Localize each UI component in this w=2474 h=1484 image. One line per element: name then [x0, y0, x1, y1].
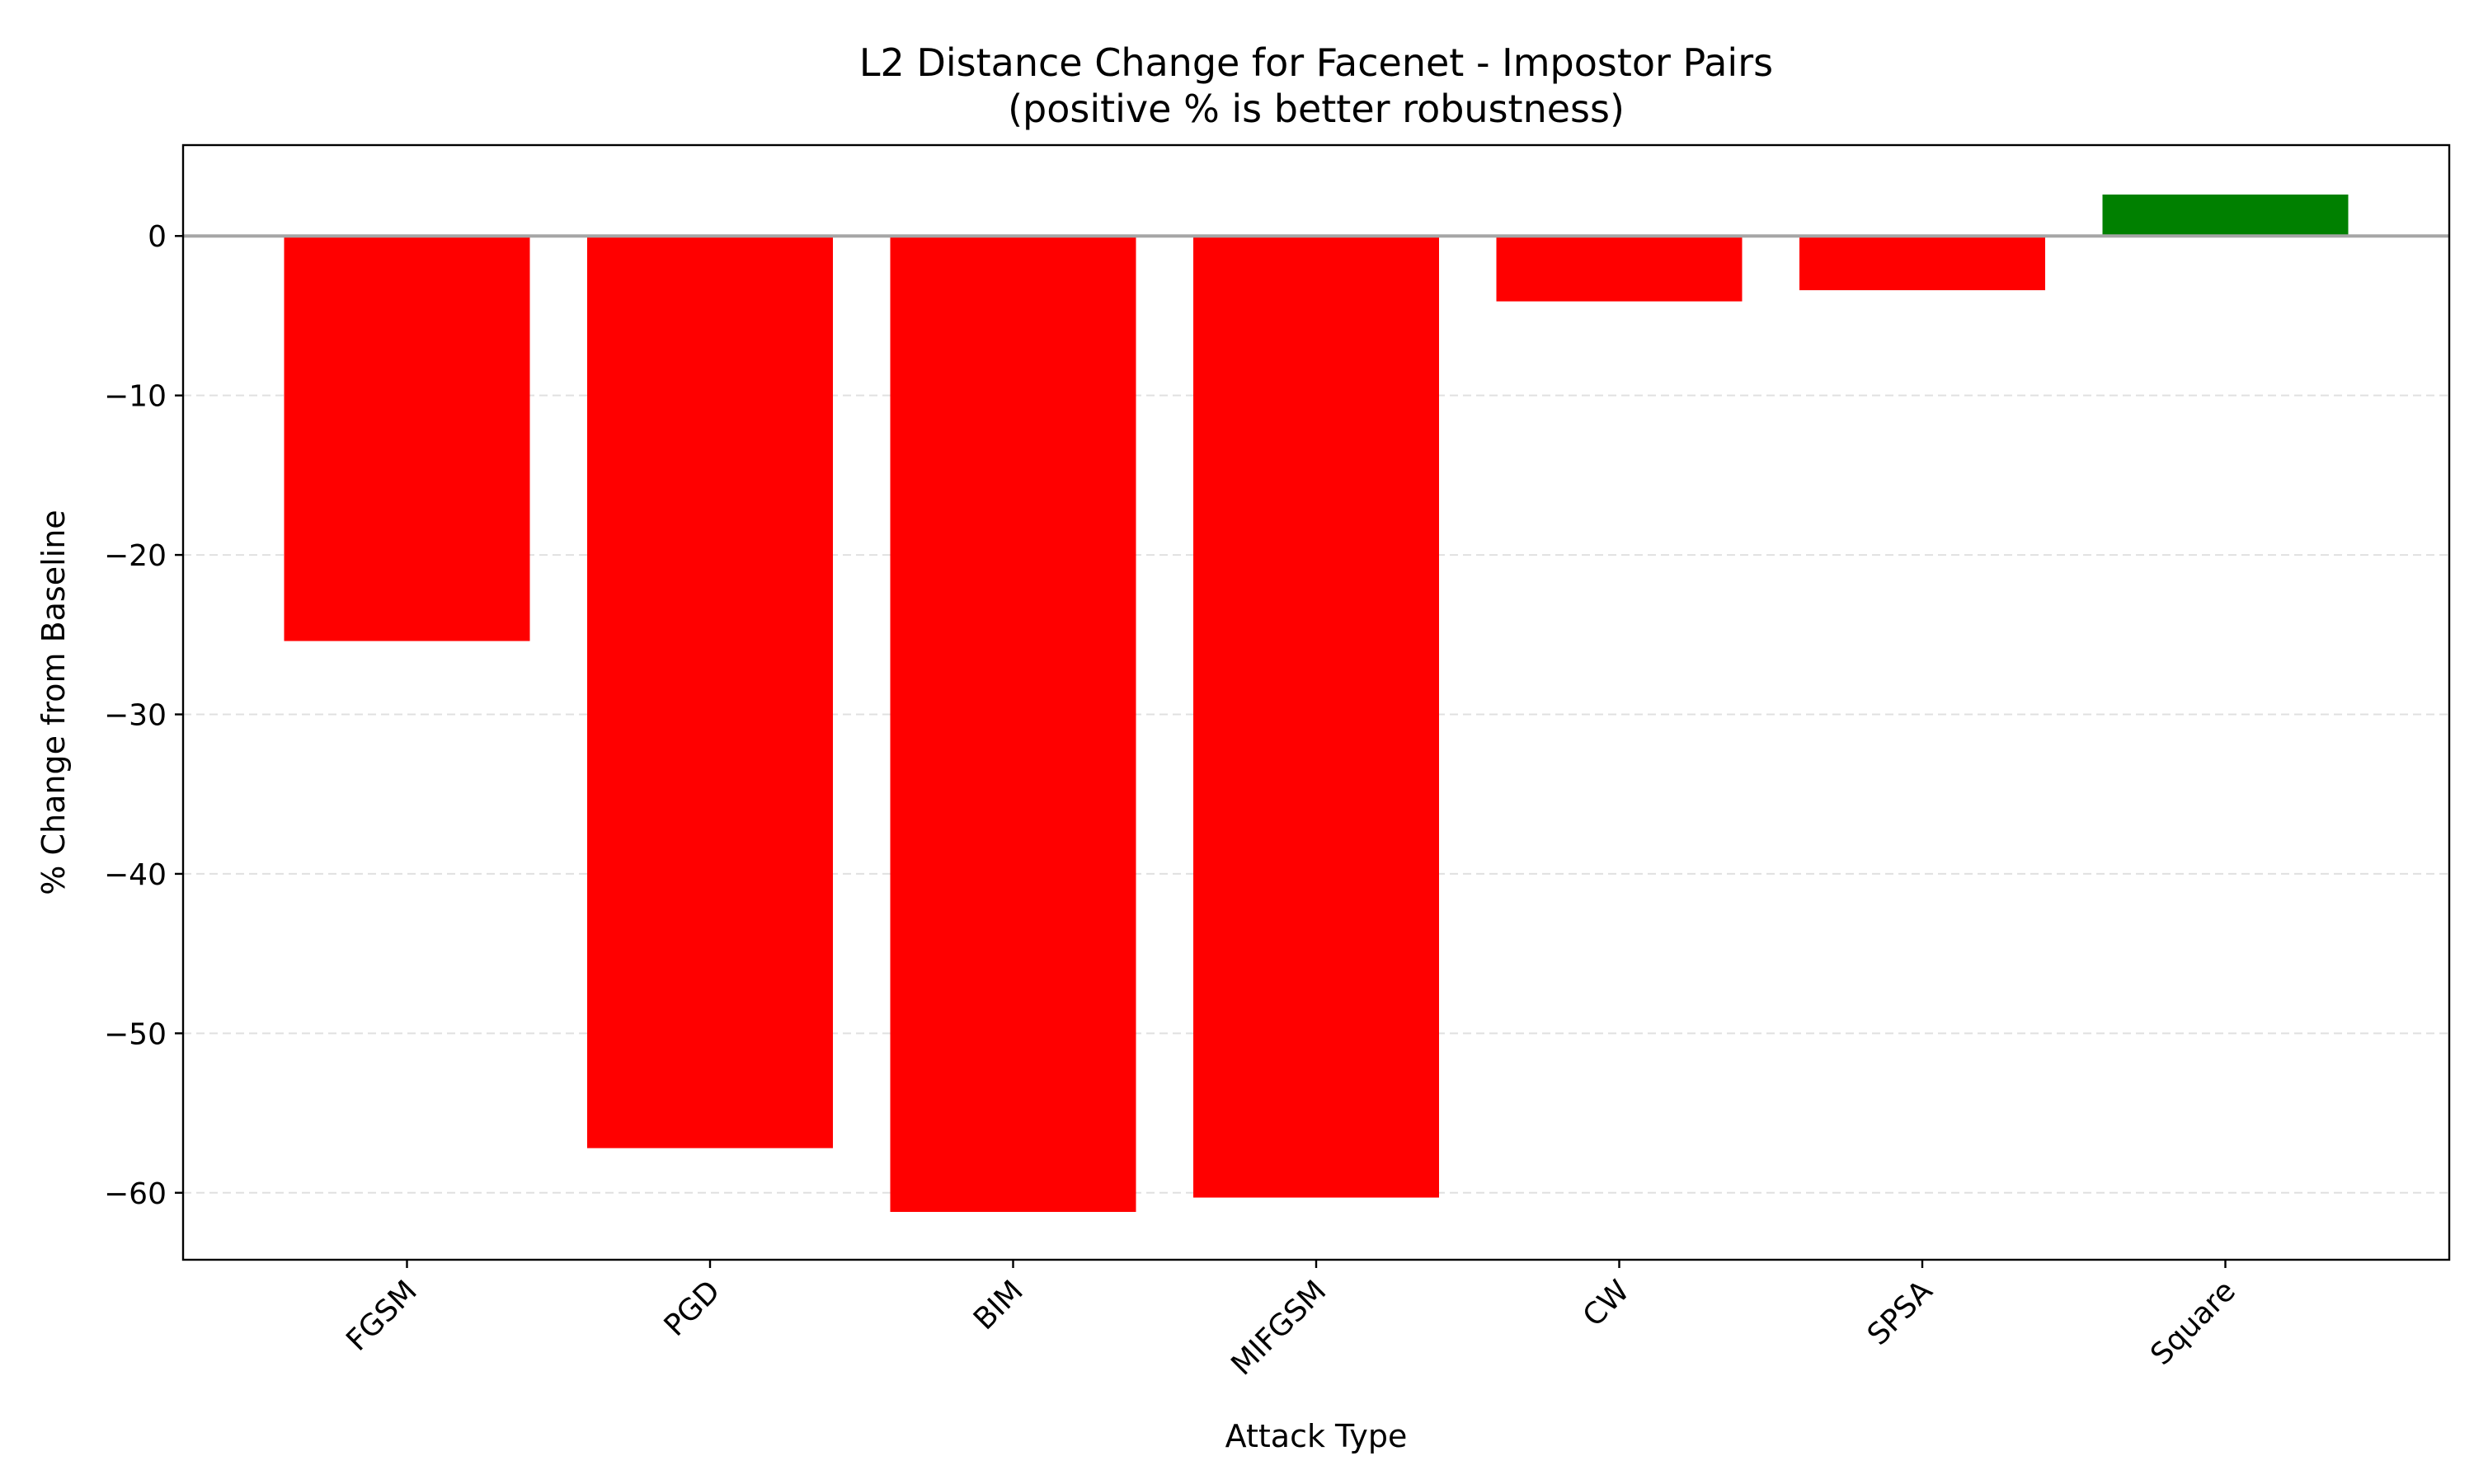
y-tick-label: −60 — [104, 1177, 167, 1211]
bar-bim — [890, 236, 1136, 1212]
y-tick-label: −50 — [104, 1017, 167, 1051]
bar-square — [2102, 194, 2349, 237]
y-tick-label: 0 — [148, 220, 167, 254]
chart-subtitle: (positive % is better robustness) — [1008, 87, 1625, 131]
y-axis-label: % Change from Baseline — [35, 510, 72, 895]
bar-spsa — [1799, 236, 2045, 291]
y-axis-ticks: 0 −10 −20 −30 −40 −50 −60 — [104, 220, 183, 1211]
y-tick-label: −20 — [104, 539, 167, 573]
x-axis-label: Attack Type — [1225, 1418, 1408, 1454]
bar-fgsm — [284, 236, 530, 641]
y-tick-label: −30 — [104, 699, 167, 733]
plot-frame — [181, 143, 2451, 1261]
bar-mifgsm — [1193, 236, 1439, 1198]
gridlines — [183, 394, 2449, 1194]
bar-cw — [1496, 236, 1743, 302]
chart-title: L2 Distance Change for Facenet - Imposto… — [859, 40, 1773, 85]
bars — [284, 194, 2349, 1212]
bar-pgd — [587, 236, 833, 1148]
y-tick-label: −40 — [104, 858, 167, 892]
y-tick-label: −10 — [104, 380, 167, 414]
